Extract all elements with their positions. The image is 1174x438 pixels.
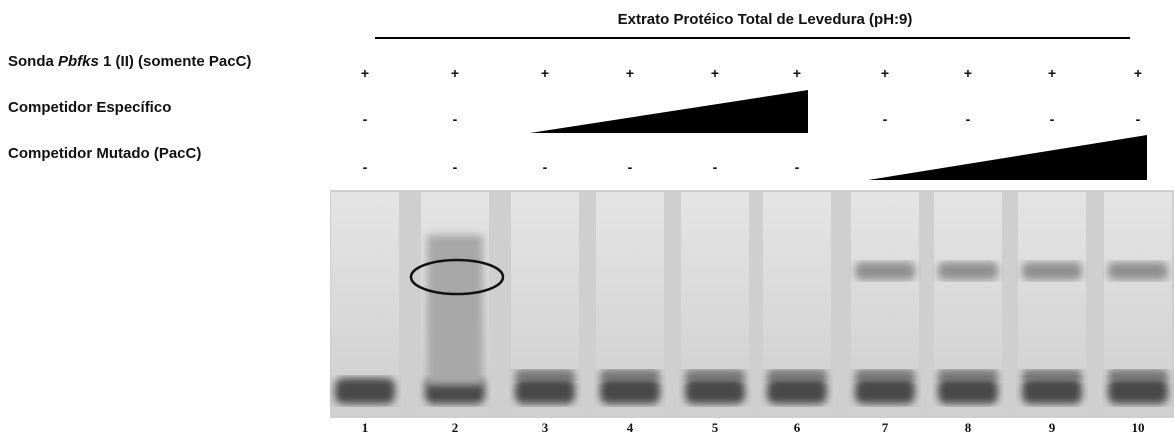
free-probe-band xyxy=(938,378,998,404)
lane-symbol: + xyxy=(361,65,369,81)
row-label-part: Competidor Específico xyxy=(8,99,171,116)
probe-band-upper xyxy=(855,370,915,380)
lane-number: 7 xyxy=(882,420,889,435)
shifted-band xyxy=(855,262,915,280)
lane-symbol: - xyxy=(363,159,368,175)
free-probe-band xyxy=(1108,378,1168,404)
probe-band-upper xyxy=(1108,370,1168,380)
shifted-band xyxy=(1108,262,1168,280)
lane-symbol: - xyxy=(628,159,633,175)
lane-symbol: - xyxy=(1136,111,1141,127)
shifted-smear xyxy=(427,235,483,385)
free-probe-band xyxy=(1022,378,1082,404)
probe-band-upper xyxy=(1022,370,1082,380)
free-probe-band xyxy=(767,378,827,404)
lane-symbol: + xyxy=(541,65,549,81)
header-title: Extrato Protéico Total de Levedura (pH:9… xyxy=(618,11,913,28)
lane-symbol: - xyxy=(713,159,718,175)
row-label: Competidor Mutado (PacC) xyxy=(8,145,201,162)
lane-symbol: + xyxy=(793,65,801,81)
row-label-part: Pbfks xyxy=(58,53,99,70)
lane-number: 6 xyxy=(794,420,801,435)
lane-symbol: + xyxy=(711,65,719,81)
lane-symbol: - xyxy=(1050,111,1055,127)
probe-band-upper xyxy=(515,370,575,380)
probe-band-upper xyxy=(600,370,660,380)
row-label-part: 1 (II) (somente PacC) xyxy=(99,53,252,70)
row-label: Sonda Pbfks 1 (II) (somente PacC) xyxy=(8,53,251,70)
row-label: Competidor Específico xyxy=(8,99,171,116)
lane-symbol: - xyxy=(453,159,458,175)
lane-symbol: + xyxy=(626,65,634,81)
lane-symbol: - xyxy=(966,111,971,127)
lane-symbol: - xyxy=(795,159,800,175)
lane-symbol: + xyxy=(1048,65,1056,81)
lane-symbol: - xyxy=(363,111,368,127)
shifted-band xyxy=(938,262,998,280)
lane-number: 9 xyxy=(1049,420,1056,435)
lane-number: 3 xyxy=(542,420,549,435)
row-label-part: Sonda xyxy=(8,53,58,70)
lane-symbol: - xyxy=(453,111,458,127)
lane-number: 8 xyxy=(965,420,972,435)
lane-symbol: - xyxy=(883,111,888,127)
lane-number: 2 xyxy=(452,420,459,435)
lane-number: 1 xyxy=(362,420,369,435)
lane-number: 4 xyxy=(627,420,634,435)
probe-band-upper xyxy=(938,370,998,380)
figure: Extrato Protéico Total de Levedura (pH:9… xyxy=(0,0,1174,438)
lane-number: 10 xyxy=(1132,420,1145,435)
free-probe-band xyxy=(600,378,660,404)
free-probe-band xyxy=(855,378,915,404)
lane-symbol: + xyxy=(881,65,889,81)
gradient-triangle xyxy=(530,90,808,133)
shifted-band xyxy=(1022,262,1082,280)
free-probe-band xyxy=(335,378,395,404)
free-probe-band xyxy=(685,378,745,404)
gradient-triangle xyxy=(868,135,1147,180)
probe-band-upper xyxy=(767,370,827,380)
lane-symbol: - xyxy=(543,159,548,175)
free-probe-band xyxy=(515,378,575,404)
probe-band-upper xyxy=(685,370,745,380)
lane-symbol: + xyxy=(964,65,972,81)
lane-symbol: + xyxy=(451,65,459,81)
lane-symbol: + xyxy=(1134,65,1142,81)
lane-number: 5 xyxy=(712,420,719,435)
row-label-part: Competidor Mutado (PacC) xyxy=(8,145,201,162)
